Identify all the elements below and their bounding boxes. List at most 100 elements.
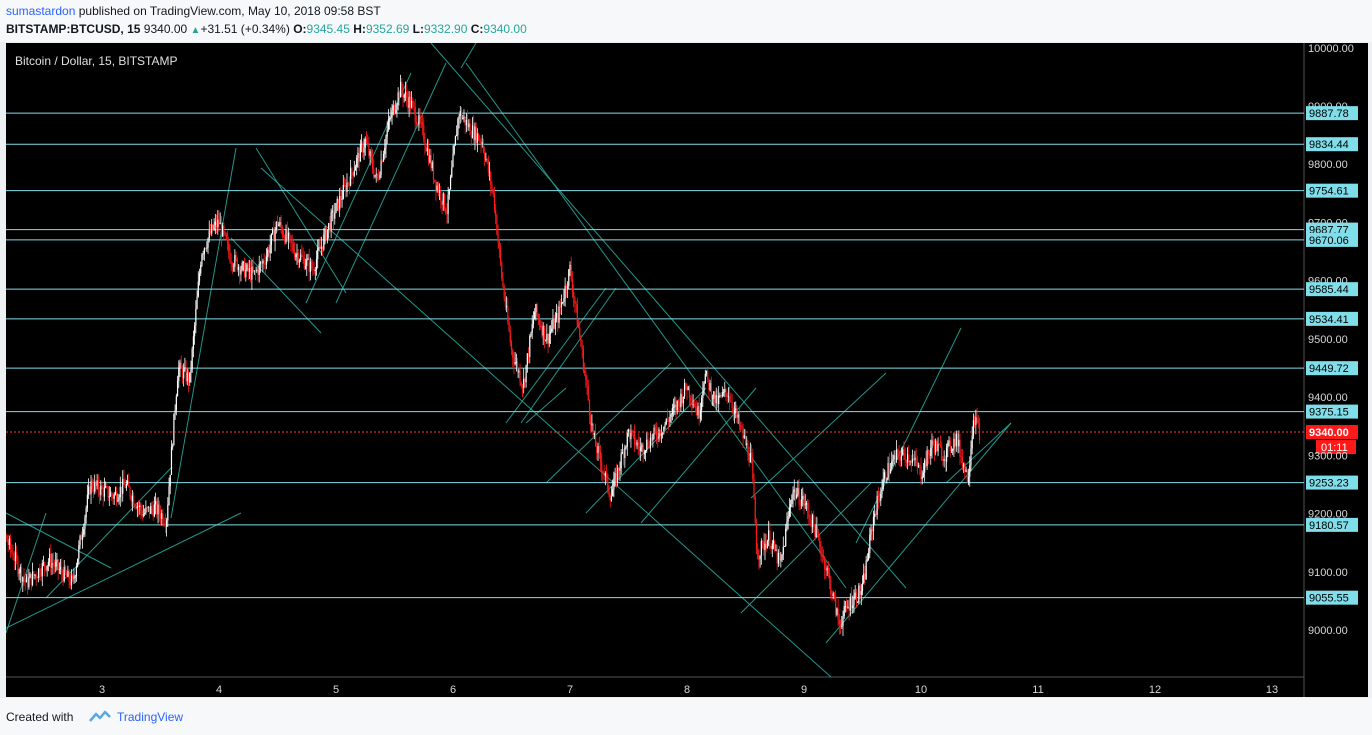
candle-body <box>181 368 184 379</box>
candle-body <box>668 420 670 422</box>
trendline[interactable] <box>170 147 237 519</box>
trendline[interactable] <box>460 43 477 69</box>
trendline[interactable] <box>740 482 872 614</box>
candle-body <box>285 229 287 243</box>
trendline[interactable] <box>6 512 242 629</box>
candle-body <box>174 410 176 414</box>
candle-body <box>629 429 631 440</box>
candle-body <box>894 455 897 460</box>
candle-body <box>782 546 784 555</box>
trendline[interactable] <box>6 512 47 634</box>
author-link[interactable]: sumastardon <box>6 4 76 18</box>
candle-body <box>502 278 504 287</box>
horizontal-levels[interactable] <box>6 112 1304 599</box>
candle-body <box>452 153 454 168</box>
tradingview-link[interactable]: TradingView <box>117 710 184 724</box>
candle-body <box>272 229 274 234</box>
candle-body <box>445 209 447 213</box>
candle-body <box>787 516 789 522</box>
candle-body <box>855 592 858 603</box>
trendline[interactable] <box>230 237 322 334</box>
candle-body <box>175 396 177 411</box>
candle-body <box>945 447 948 462</box>
candle-body <box>850 596 853 609</box>
candle-body <box>109 492 112 497</box>
candle-body <box>571 279 574 293</box>
trendline[interactable] <box>945 422 1012 484</box>
trendline[interactable] <box>750 372 887 499</box>
candle-body <box>725 389 727 394</box>
candle-body <box>317 248 319 260</box>
candle-body <box>843 606 845 617</box>
candle-body <box>503 286 505 298</box>
candle-body <box>136 505 138 509</box>
candle-body <box>955 433 957 447</box>
candle-body <box>58 569 60 570</box>
candle-body <box>948 440 950 443</box>
candle-body <box>407 98 409 108</box>
trendline[interactable] <box>520 287 617 424</box>
candle-body <box>897 449 899 451</box>
candle-body <box>29 573 31 578</box>
candle-body <box>504 297 507 307</box>
candle-body <box>917 465 920 468</box>
candle-body <box>269 244 271 254</box>
candle-body <box>129 487 131 497</box>
candle-body <box>971 435 973 449</box>
trendline[interactable] <box>545 362 672 484</box>
candle-body <box>68 571 70 582</box>
candle-body <box>315 259 318 270</box>
level-label-box <box>1306 517 1358 532</box>
trendline[interactable] <box>525 387 567 424</box>
candle-body <box>698 406 700 419</box>
trendline[interactable] <box>505 287 607 424</box>
candle-body <box>475 126 477 143</box>
candle-body <box>63 566 65 582</box>
candle-body <box>827 567 829 574</box>
candle-body <box>17 558 19 574</box>
candle-body <box>530 332 532 337</box>
candle-body <box>449 176 452 190</box>
candle-body <box>853 596 855 606</box>
plot-area[interactable] <box>6 43 1304 677</box>
candle-body <box>218 219 220 225</box>
time-axis[interactable] <box>6 677 1304 697</box>
trendline[interactable] <box>335 62 447 304</box>
trendline[interactable] <box>260 167 832 678</box>
candle-body <box>159 513 162 519</box>
candle-body <box>785 528 787 546</box>
candle-body <box>516 361 519 373</box>
candle-body <box>373 168 375 177</box>
x-tick-label: 5 <box>333 684 339 696</box>
candle-body <box>772 540 775 544</box>
candle-body <box>651 437 653 441</box>
candle-body <box>357 152 359 158</box>
trendline[interactable] <box>465 62 847 589</box>
candle-body <box>713 391 715 399</box>
candle-body <box>168 486 170 505</box>
candle-body <box>789 504 792 508</box>
candle-body <box>518 370 520 373</box>
candle-body <box>280 222 282 228</box>
price-chart[interactable]: 9340.00 01:11 9000.00 9100.00 9200.00 9300.0… <box>6 43 1368 697</box>
candle-body <box>748 456 750 463</box>
trendline[interactable] <box>255 147 347 294</box>
candle-body <box>927 449 929 455</box>
created-with-text: Created with <box>6 710 74 724</box>
trendline[interactable] <box>855 327 962 544</box>
candle-body <box>38 568 40 578</box>
candle-body <box>549 331 552 334</box>
trendline[interactable] <box>430 43 907 589</box>
candle-body <box>865 560 867 580</box>
trendline[interactable] <box>6 512 112 569</box>
candle-body <box>206 247 208 249</box>
x-tick-label: 3 <box>99 684 105 696</box>
candle-body <box>954 438 956 447</box>
trendline[interactable] <box>825 422 1012 644</box>
candle-body <box>80 535 82 540</box>
candle-body <box>605 472 608 475</box>
candle-body <box>936 441 938 452</box>
candle-body <box>286 229 288 240</box>
candle-body <box>906 454 909 463</box>
candle-body <box>705 370 708 374</box>
